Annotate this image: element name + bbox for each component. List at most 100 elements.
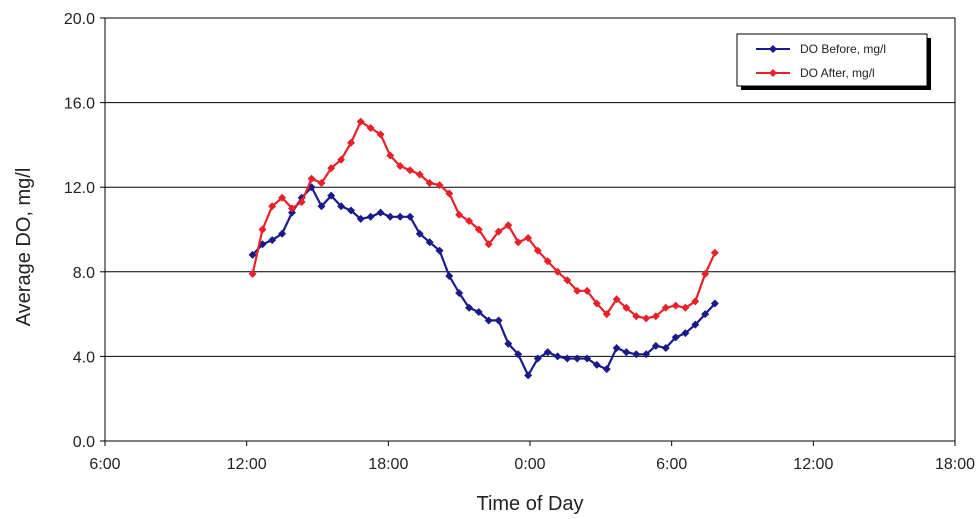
data-point: [543, 348, 552, 357]
data-point: [681, 303, 690, 312]
data-point: [386, 212, 395, 221]
data-point: [396, 162, 405, 171]
series-do-before: [248, 183, 719, 380]
data-point: [327, 191, 336, 200]
data-point: [425, 178, 434, 187]
x-axis-ticks: 6:00 12:00 18:00 0:00 6:00 12:00 18:00: [89, 441, 975, 473]
x-tick-label: 6:00: [89, 456, 120, 473]
data-point: [425, 238, 434, 247]
x-tick-label: 6:00: [656, 456, 687, 473]
data-point: [327, 164, 336, 173]
data-point: [553, 352, 562, 361]
data-point: [268, 202, 277, 211]
data-point: [435, 181, 444, 190]
y-tick-label: 8.0: [73, 265, 95, 282]
data-point: [642, 350, 651, 359]
data-point: [622, 303, 631, 312]
data-point: [248, 269, 257, 278]
x-tick-label: 0:00: [514, 456, 545, 473]
gridlines: [105, 102, 955, 357]
legend-marker-after: [769, 69, 777, 77]
data-point: [533, 246, 542, 255]
legend-box: [736, 33, 928, 87]
data-point: [642, 314, 651, 323]
data-point: [681, 329, 690, 338]
data-point: [583, 286, 592, 295]
data-point: [514, 238, 523, 247]
y-axis-title: Average DO, mg/l: [13, 168, 35, 327]
data-point: [710, 248, 719, 257]
data-point: [671, 333, 680, 342]
data-point: [573, 354, 582, 363]
data-point: [347, 138, 356, 147]
data-point: [278, 193, 287, 202]
data-point: [494, 227, 503, 236]
data-point: [602, 365, 611, 374]
series-line: [251, 186, 716, 377]
data-point: [288, 204, 296, 213]
y-tick-label: 16.0: [64, 96, 95, 113]
data-point: [484, 240, 493, 249]
data-point: [691, 297, 700, 306]
data-point: [533, 354, 542, 363]
data-point: [278, 229, 287, 238]
data-point: [583, 354, 592, 363]
data-point: [455, 288, 464, 297]
data-point: [406, 212, 415, 221]
series-layer: [248, 117, 719, 380]
data-point: [651, 312, 660, 321]
data-point: [317, 202, 326, 211]
data-point: [592, 299, 601, 308]
data-point: [347, 206, 356, 215]
legend: DO Before, mg/l DO After, mg/l: [736, 33, 931, 90]
data-point: [632, 312, 641, 321]
data-point: [337, 155, 346, 164]
data-point: [317, 178, 326, 187]
data-point: [376, 208, 385, 217]
data-point: [553, 267, 562, 276]
data-point: [465, 303, 474, 312]
x-tick-label: 18:00: [935, 456, 975, 473]
data-point: [288, 208, 296, 217]
data-point: [258, 225, 267, 234]
data-point: [710, 299, 719, 308]
data-point: [337, 202, 346, 211]
data-point: [396, 212, 405, 221]
data-point: [248, 250, 257, 259]
data-point: [612, 343, 621, 352]
data-point: [671, 301, 680, 310]
data-point: [691, 320, 700, 329]
series-do-after: [248, 117, 719, 323]
x-tick-label: 18:00: [368, 456, 408, 473]
data-point: [563, 354, 572, 363]
x-tick-label: 12:00: [793, 456, 833, 473]
data-point: [297, 198, 306, 207]
data-point: [563, 276, 572, 285]
data-point: [701, 269, 710, 278]
data-point: [406, 166, 415, 175]
data-point: [602, 310, 611, 319]
data-point: [543, 257, 552, 266]
data-point: [514, 350, 523, 359]
data-point: [622, 348, 631, 357]
data-point: [474, 307, 483, 316]
y-tick-label: 0.0: [73, 434, 95, 451]
x-axis-title: Time of Day: [476, 493, 583, 515]
y-axis-ticks: 0.0 4.0 8.0 12.0 16.0 20.0: [64, 11, 105, 451]
y-tick-label: 4.0: [73, 349, 95, 366]
data-point: [474, 225, 483, 234]
x-tick-label: 12:00: [227, 456, 267, 473]
series-line: [251, 120, 716, 320]
data-point: [445, 189, 454, 198]
data-point: [366, 212, 375, 221]
data-point: [307, 174, 316, 183]
data-point: [504, 221, 513, 230]
y-tick-label: 20.0: [64, 11, 95, 28]
data-point: [612, 295, 621, 304]
data-point: [632, 350, 641, 359]
data-point: [524, 233, 533, 242]
data-point: [701, 310, 710, 319]
legend-marker-before: [769, 45, 777, 53]
data-point: [415, 229, 424, 238]
y-tick-label: 12.0: [64, 180, 95, 197]
